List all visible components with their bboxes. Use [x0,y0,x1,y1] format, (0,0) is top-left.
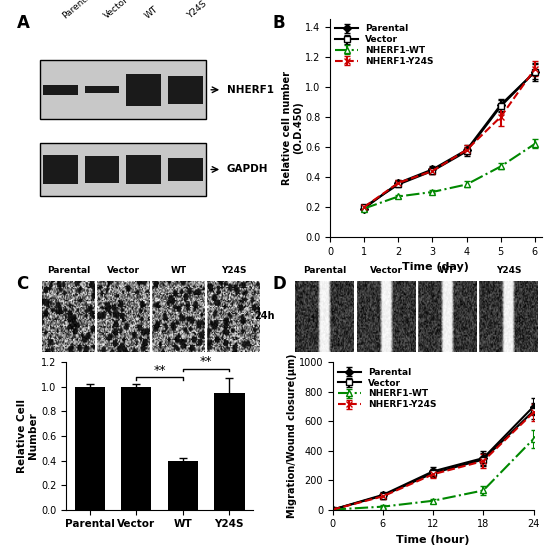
Bar [126,74,161,106]
Text: Parental: Parental [47,266,90,275]
Text: WT: WT [144,4,160,21]
Bar [85,156,119,183]
Legend: Parental, Vector, NHERF1-WT, NHERF1-Y24S: Parental, Vector, NHERF1-WT, NHERF1-Y24S [334,23,434,67]
Text: **: ** [200,355,212,368]
Text: Y24S: Y24S [221,266,246,275]
Y-axis label: Migration/Wound closure(μm): Migration/Wound closure(μm) [287,354,297,518]
Text: NHERF1: NHERF1 [227,85,274,95]
X-axis label: Time (hour): Time (hour) [397,535,470,545]
Text: **: ** [153,364,166,377]
Bar [168,461,198,510]
Text: B: B [272,14,285,32]
Bar [121,387,151,510]
Y-axis label: Relative Cell
Number: Relative Cell Number [16,399,38,473]
Text: C: C [16,275,29,293]
Bar [40,142,206,196]
Text: WT: WT [170,266,187,275]
Text: GAPDH: GAPDH [227,165,268,174]
Bar [43,85,78,95]
Text: Parental: Parental [303,266,346,275]
Bar [168,76,202,104]
Bar [85,86,119,93]
Bar [74,387,104,510]
Text: Y24S: Y24S [185,0,208,21]
Text: Y24S: Y24S [496,266,521,275]
Text: Vector: Vector [107,266,140,275]
Text: A: A [16,14,29,32]
Text: Vector: Vector [102,0,130,21]
X-axis label: Time (day): Time (day) [403,262,469,272]
Text: 24h: 24h [254,311,274,321]
Text: Vector: Vector [370,266,403,275]
Bar [40,60,206,119]
Text: Parental: Parental [60,0,95,21]
Bar [168,158,202,181]
Legend: Parental, Vector, NHERF1-WT, NHERF1-Y24S: Parental, Vector, NHERF1-WT, NHERF1-Y24S [337,367,437,410]
Y-axis label: Relative cell number
(O.D.450): Relative cell number (O.D.450) [282,71,304,185]
Bar [126,155,161,184]
Text: D: D [272,275,286,293]
Bar [43,155,78,184]
Text: WT: WT [439,266,455,275]
Bar [214,393,245,510]
